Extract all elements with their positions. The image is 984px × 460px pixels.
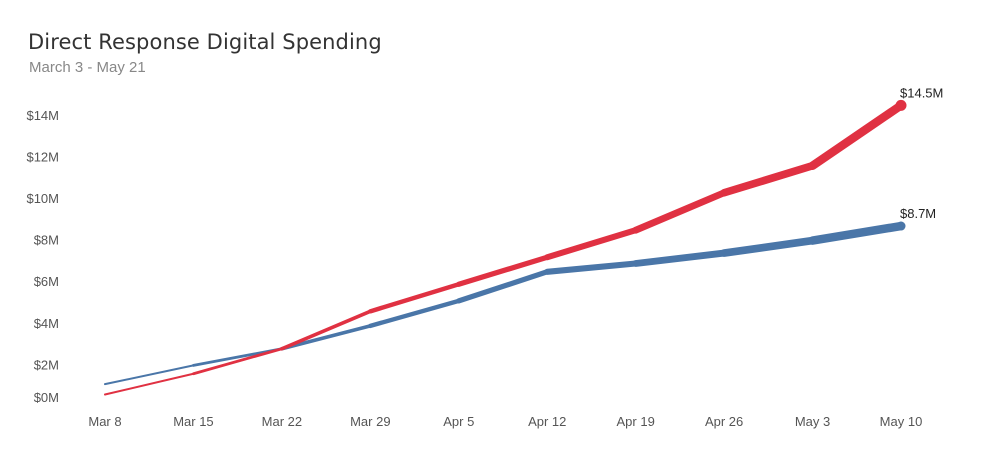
end-labels: $8.7M $14.5M: [900, 85, 943, 221]
line-segment: [808, 221, 906, 245]
line-segment: [104, 364, 195, 386]
x-tick-label: Mar 15: [173, 414, 213, 429]
line-segment: [720, 161, 817, 197]
y-tick-label: $14M: [26, 108, 59, 123]
line-segment: [104, 372, 195, 396]
y-tick-label: $10M: [26, 191, 59, 206]
end-point-marker: [895, 99, 907, 111]
line-segment: [192, 347, 284, 376]
line-segment: [808, 101, 906, 170]
x-axis: Mar 8 Mar 15 Mar 22 Mar 29 Apr 5 Apr 12 Apr 19…: [88, 414, 922, 429]
x-tick-label: May 3: [795, 414, 830, 429]
line-segment: [368, 282, 461, 314]
line-segment: [632, 249, 728, 267]
line-segment: [280, 324, 373, 351]
x-tick-label: Mar 22: [262, 414, 302, 429]
chart-title: Direct Response Digital Spending: [28, 30, 382, 54]
x-tick-label: Apr 5: [443, 414, 474, 429]
y-tick-label: $6M: [34, 274, 59, 289]
x-tick-label: Mar 8: [88, 414, 121, 429]
x-tick-label: Mar 29: [350, 414, 390, 429]
line-segment: [456, 254, 550, 287]
end-point-marker: [896, 221, 906, 231]
line-segment: [456, 269, 550, 304]
y-tick-label: $8M: [34, 233, 59, 248]
x-tick-label: Apr 12: [528, 414, 566, 429]
end-value-label: $14.5M: [900, 85, 943, 100]
y-axis: $0M $2M $4M $6M $8M $10M $12M $14M: [26, 108, 59, 405]
chart-subtitle: March 3 - May 21: [29, 59, 146, 76]
y-tick-label: $4M: [34, 316, 59, 331]
y-tick-label: $12M: [26, 149, 59, 164]
line-segment: [544, 260, 639, 275]
line-segment: [368, 298, 461, 329]
x-tick-label: Apr 26: [705, 414, 743, 429]
line-segment: [720, 236, 817, 257]
x-tick-label: Apr 19: [617, 414, 655, 429]
y-tick-label: $0M: [34, 390, 59, 405]
line-segment: [544, 227, 639, 261]
line-segment: [280, 309, 373, 351]
series-layer: [104, 99, 907, 396]
series-line-0: [104, 99, 907, 396]
y-tick-label: $2M: [34, 357, 59, 372]
x-tick-label: May 10: [880, 414, 923, 429]
line-segment: [632, 189, 728, 234]
series-line-1: [104, 221, 906, 386]
end-value-label: $8.7M: [900, 206, 936, 221]
